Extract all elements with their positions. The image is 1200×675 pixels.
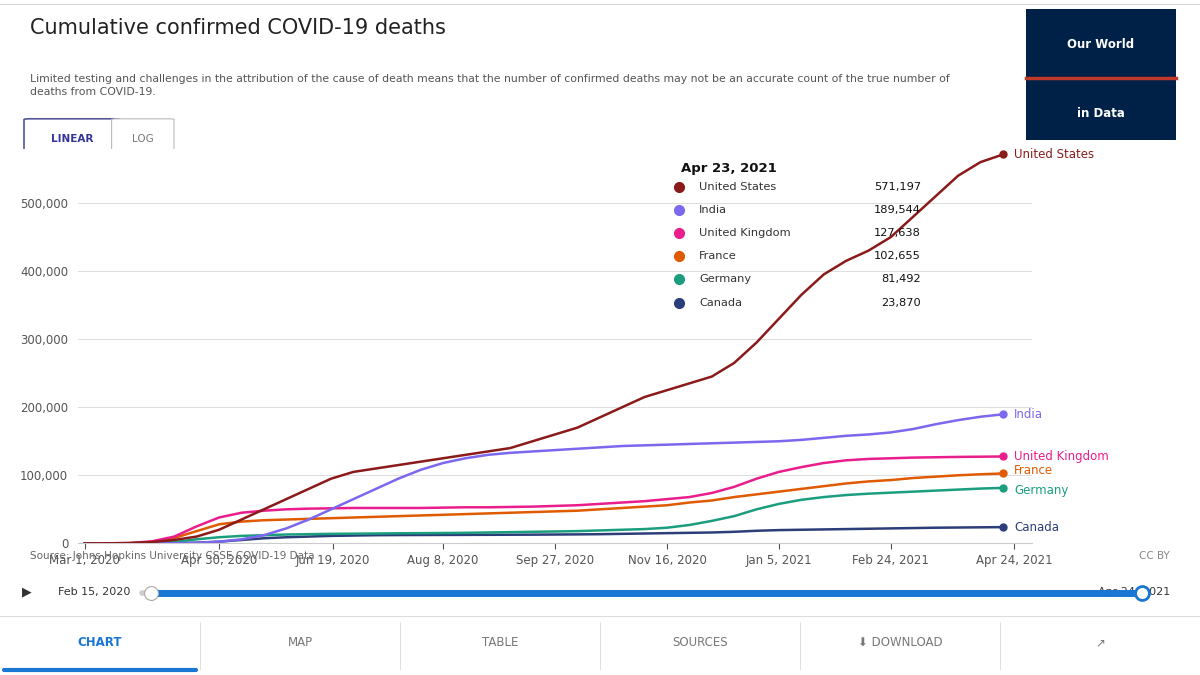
Text: United Kingdom: United Kingdom (1014, 450, 1109, 463)
Text: SOURCES: SOURCES (672, 636, 728, 649)
Text: Cumulative confirmed COVID-19 deaths: Cumulative confirmed COVID-19 deaths (30, 18, 446, 38)
Text: ⬇ DOWNLOAD: ⬇ DOWNLOAD (858, 636, 942, 649)
Text: France: France (700, 251, 737, 261)
Text: ▶: ▶ (22, 586, 31, 599)
Text: 102,655: 102,655 (874, 251, 920, 261)
Text: 23,870: 23,870 (881, 298, 920, 308)
Text: 127,638: 127,638 (874, 228, 920, 238)
Text: Feb 15, 2020: Feb 15, 2020 (58, 587, 130, 597)
Text: 571,197: 571,197 (874, 182, 920, 192)
Text: MAP: MAP (288, 636, 312, 649)
Text: Germany: Germany (700, 275, 751, 284)
Text: CHART: CHART (78, 636, 122, 649)
Text: LOG: LOG (132, 134, 154, 144)
Text: Apr 24, 2021: Apr 24, 2021 (1098, 587, 1170, 597)
Text: Canada: Canada (1014, 520, 1060, 534)
Text: Our World: Our World (1068, 38, 1134, 51)
Text: Apr 23, 2021: Apr 23, 2021 (680, 163, 776, 176)
Text: Germany: Germany (1014, 484, 1068, 497)
Text: ↗: ↗ (1096, 636, 1105, 649)
Text: United States: United States (700, 182, 776, 192)
Text: in Data: in Data (1078, 107, 1124, 120)
Text: France: France (1014, 464, 1054, 477)
FancyBboxPatch shape (112, 119, 174, 159)
Text: LINEAR: LINEAR (50, 134, 94, 144)
Text: United States: United States (1014, 148, 1094, 161)
Text: CC BY: CC BY (1139, 551, 1170, 560)
Text: Canada: Canada (700, 298, 742, 308)
Text: Source: Johns Hopkins University CSSE COVID-19 Data: Source: Johns Hopkins University CSSE CO… (30, 551, 314, 560)
FancyBboxPatch shape (1026, 9, 1176, 140)
Text: Limited testing and challenges in the attribution of the cause of death means th: Limited testing and challenges in the at… (30, 74, 949, 97)
FancyBboxPatch shape (24, 119, 120, 159)
Text: 189,544: 189,544 (874, 205, 920, 215)
Text: 81,492: 81,492 (881, 275, 920, 284)
Text: India: India (700, 205, 727, 215)
Text: TABLE: TABLE (482, 636, 518, 649)
Text: United Kingdom: United Kingdom (700, 228, 791, 238)
Text: India: India (1014, 408, 1043, 421)
